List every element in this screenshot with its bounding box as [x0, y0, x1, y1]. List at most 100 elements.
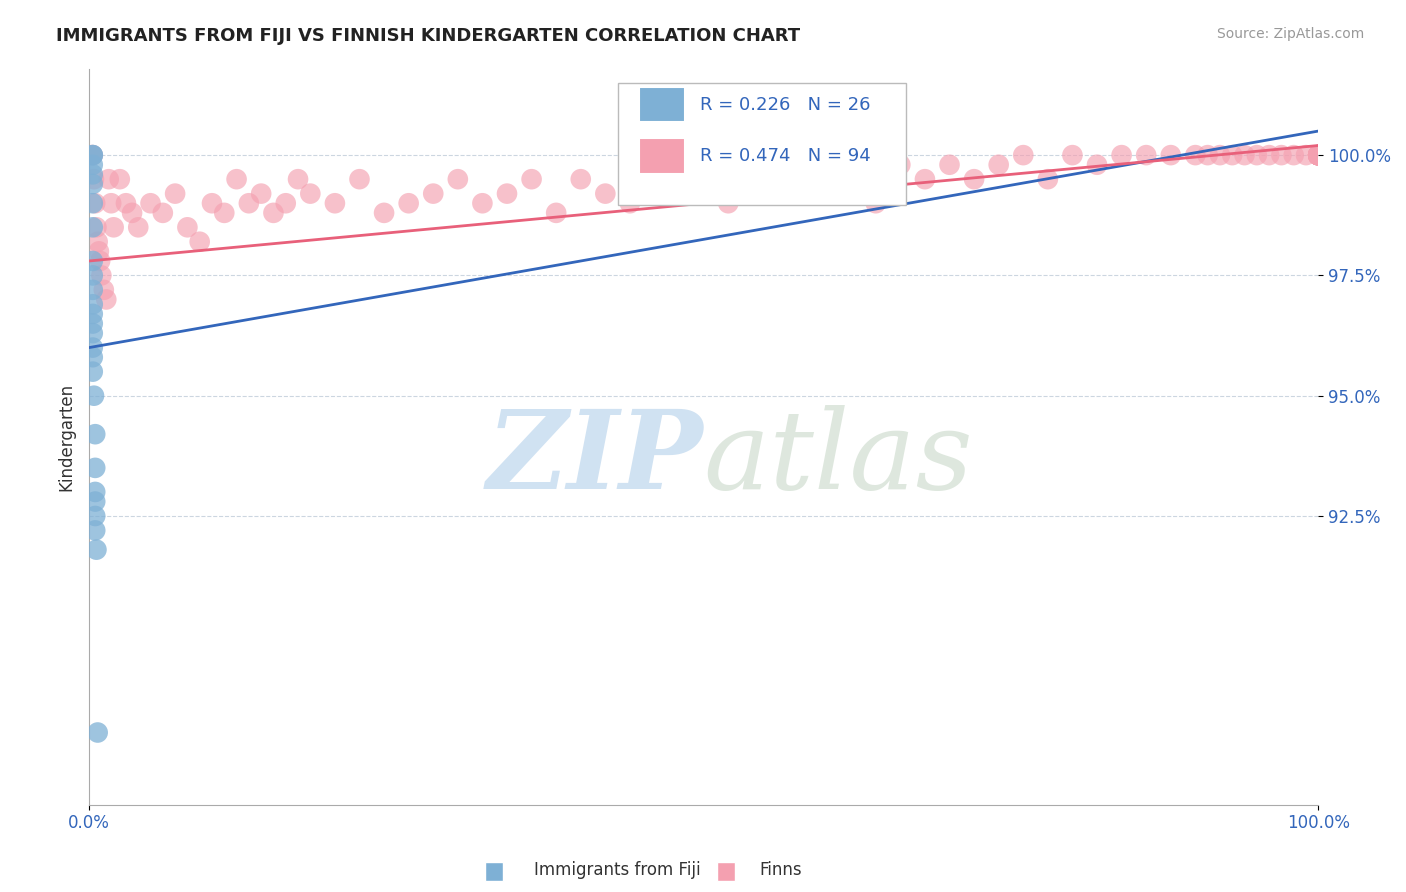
- Point: [546, 206, 568, 220]
- Point: [82, 283, 104, 297]
- Point: [87, 244, 110, 259]
- Point: [86, 542, 108, 557]
- Point: [717, 196, 740, 211]
- Point: [889, 158, 911, 172]
- Point: [1233, 148, 1256, 162]
- Point: [82, 177, 104, 191]
- Point: [82, 326, 104, 340]
- Point: [1111, 148, 1133, 162]
- Point: [82, 365, 104, 379]
- Point: [84, 484, 107, 499]
- FancyBboxPatch shape: [617, 83, 907, 204]
- Point: [238, 196, 260, 211]
- Point: [82, 307, 104, 321]
- Text: Source: ZipAtlas.com: Source: ZipAtlas.com: [1216, 27, 1364, 41]
- Point: [1308, 148, 1330, 162]
- Point: [188, 235, 211, 249]
- Text: IMMIGRANTS FROM FIJI VS FINNISH KINDERGARTEN CORRELATION CHART: IMMIGRANTS FROM FIJI VS FINNISH KINDERGA…: [56, 27, 800, 45]
- Point: [938, 158, 960, 172]
- Point: [82, 148, 104, 162]
- Point: [82, 350, 104, 364]
- Point: [82, 341, 104, 355]
- Point: [1085, 158, 1108, 172]
- Point: [1308, 148, 1330, 162]
- Point: [373, 206, 395, 220]
- Point: [152, 206, 174, 220]
- Point: [225, 172, 247, 186]
- Point: [1062, 148, 1084, 162]
- Point: [1308, 148, 1330, 162]
- Point: [1308, 148, 1330, 162]
- Point: [1282, 148, 1305, 162]
- Point: [1246, 148, 1268, 162]
- Point: [115, 196, 138, 211]
- Point: [1012, 148, 1035, 162]
- Point: [1308, 148, 1330, 162]
- Point: [84, 427, 107, 442]
- Point: [108, 172, 131, 186]
- Point: [84, 196, 107, 211]
- Point: [1160, 148, 1182, 162]
- Text: Immigrants from Fiji: Immigrants from Fiji: [534, 861, 702, 879]
- Point: [471, 196, 494, 211]
- Text: Finns: Finns: [759, 861, 801, 879]
- Point: [1135, 148, 1157, 162]
- Point: [86, 235, 108, 249]
- Point: [1308, 148, 1330, 162]
- Point: [121, 206, 143, 220]
- Point: [80, 148, 103, 162]
- Point: [815, 172, 838, 186]
- Point: [82, 297, 104, 311]
- Point: [520, 172, 543, 186]
- Point: [82, 317, 104, 331]
- Point: [595, 186, 617, 201]
- Text: R = 0.474   N = 94: R = 0.474 N = 94: [700, 147, 870, 165]
- Point: [1308, 148, 1330, 162]
- Point: [127, 220, 149, 235]
- Point: [914, 172, 936, 186]
- Point: [422, 186, 444, 201]
- Point: [83, 389, 105, 403]
- Point: [766, 172, 789, 186]
- Point: [82, 148, 104, 162]
- Text: ZIP: ZIP: [486, 405, 703, 512]
- Point: [398, 196, 420, 211]
- Point: [82, 167, 104, 181]
- Point: [262, 206, 284, 220]
- Point: [865, 196, 887, 211]
- Point: [644, 172, 666, 186]
- Point: [214, 206, 236, 220]
- Point: [349, 172, 371, 186]
- Point: [84, 524, 107, 538]
- Point: [839, 172, 862, 186]
- Point: [103, 220, 125, 235]
- Point: [1270, 148, 1292, 162]
- Point: [82, 196, 104, 211]
- Point: [963, 172, 986, 186]
- Point: [987, 158, 1010, 172]
- Point: [1308, 148, 1330, 162]
- Point: [93, 283, 115, 297]
- Point: [1220, 148, 1243, 162]
- Point: [496, 186, 519, 201]
- Text: atlas: atlas: [703, 405, 973, 512]
- Point: [1036, 172, 1059, 186]
- Point: [447, 172, 470, 186]
- Point: [1184, 148, 1206, 162]
- Point: [1308, 148, 1330, 162]
- Point: [1308, 148, 1330, 162]
- Point: [84, 508, 107, 523]
- Point: [569, 172, 592, 186]
- Point: [274, 196, 297, 211]
- Point: [96, 293, 118, 307]
- Point: [1308, 148, 1330, 162]
- Point: [250, 186, 273, 201]
- Point: [165, 186, 187, 201]
- Point: [287, 172, 309, 186]
- Point: [83, 172, 105, 186]
- Point: [86, 220, 108, 235]
- Bar: [638, 138, 685, 174]
- Point: [790, 186, 813, 201]
- Y-axis label: Kindergarten: Kindergarten: [58, 383, 75, 491]
- Point: [176, 220, 198, 235]
